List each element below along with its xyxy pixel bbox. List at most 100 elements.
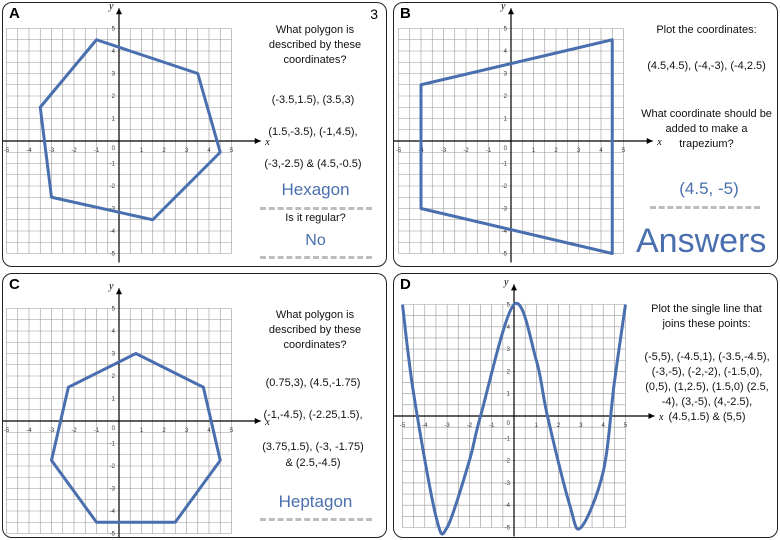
coords-line-2: (1.5,-3.5), (-1,4.5), — [268, 126, 358, 138]
y-tick-label: -4 — [110, 229, 116, 235]
answer-underline — [260, 207, 372, 210]
coords-line-3: (-3,-2.5) & (4.5,-0.5) — [264, 158, 362, 170]
y-tick-label: -2 — [110, 464, 116, 470]
x-tick-label: -1 — [94, 148, 100, 154]
x-tick-label: -5 — [4, 148, 10, 154]
x-tick-label: 5 — [230, 148, 234, 154]
y-axis-label: y — [108, 3, 114, 12]
y-tick-label: -5 — [110, 252, 116, 258]
x-tick-label: -1 — [486, 148, 492, 154]
x-tick-label: -4 — [26, 428, 32, 434]
x-tick-label: -3 — [49, 148, 55, 154]
x-axis-label: x — [264, 417, 270, 428]
x-tick-label: -1 — [489, 423, 495, 429]
y-axis-label: y — [108, 281, 114, 292]
y-tick-label: 2 — [112, 374, 116, 380]
x-tick-label: 3 — [185, 148, 189, 154]
subanswer-text: No — [305, 232, 326, 249]
y-tick-label: 4 — [112, 329, 116, 335]
trapezium-shape — [419, 38, 614, 255]
subanswer-underline — [260, 256, 372, 259]
x-tick-label: 2 — [162, 148, 166, 154]
x-tick-label: -2 — [467, 423, 473, 429]
coords-text: (4.5,4.5), (-4,-3), (-4,2.5) — [647, 60, 766, 72]
y-tick-label: 1 — [112, 397, 116, 403]
panel-d: x y -5 -5 -4 -4 -3 -3 -2 -2 -1 -1 1 1 2 2 3 3 4 4 5 5 0 D Plot… — [393, 273, 778, 538]
origin-label: 0 — [112, 146, 116, 152]
y-axis-arrow-icon — [116, 8, 122, 15]
x-tick-label: 5 — [622, 148, 626, 154]
x-tick-label: -3 — [441, 148, 447, 154]
y-tick-label: 5 — [507, 303, 511, 309]
x-tick-label: 2 — [162, 428, 166, 434]
y-tick-label: -1 — [110, 162, 116, 168]
answer-text: Hexagon — [281, 180, 350, 199]
answer-text: (4.5, -5) — [679, 179, 739, 198]
y-tick-label: -3 — [505, 481, 511, 487]
x-tick-label: 4 — [207, 148, 211, 154]
y-tick-label: 5 — [112, 307, 116, 313]
origin-label: 0 — [507, 421, 511, 427]
y-axis-label: y — [503, 277, 509, 288]
panel-b: x y -5 -5 -4 -4 -3 -3 -2 -2 -1 -1 1 1 2 2 3 3 4 4 5 5 0 B Plot… — [393, 2, 778, 267]
x-tick-label: -4 — [422, 423, 428, 429]
answer-underline — [260, 518, 372, 521]
y-tick-label: -4 — [110, 509, 116, 515]
y-tick-label: -1 — [110, 442, 116, 448]
x-axis-arrow-icon — [648, 413, 655, 419]
y-tick-label: 2 — [507, 369, 511, 375]
x-axis-arrow-icon — [254, 138, 261, 144]
x-tick-label: -2 — [463, 148, 469, 154]
y-tick-label: 5 — [504, 27, 508, 33]
answers-title: Answers — [636, 222, 767, 260]
y-axis-arrow-icon — [511, 284, 517, 291]
question-text: What polygon is described by these coord… — [268, 24, 362, 66]
curve-line — [401, 301, 627, 536]
y-tick-label: 2 — [112, 94, 116, 100]
x-tick-label: -4 — [26, 148, 32, 154]
points-text: (-5,5), (-4.5,1), (-3.5,-4.5), (-3,-5), … — [644, 351, 770, 423]
panel-c: x y -5 -5 -4 -4 -3 -3 -2 -2 -1 -1 1 1 2 2 3 3 4 4 5 5 0 C What… — [2, 273, 387, 538]
coords-line-4: & (2.5,-4.5) — [285, 457, 341, 469]
x-tick-label: -5 — [4, 428, 10, 434]
x-tick-label: 1 — [140, 428, 144, 434]
x-axis-label: x — [264, 137, 270, 148]
x-tick-label: 4 — [207, 428, 211, 434]
question-text: What polygon is described by these coord… — [268, 309, 362, 351]
y-tick-label: -4 — [505, 503, 511, 509]
y-tick-label: -5 — [505, 526, 511, 532]
y-tick-label: -5 — [110, 532, 116, 538]
x-tick-label: -2 — [71, 428, 77, 434]
coords-line-3: (3.75,1.5), (-3, -1.75) — [262, 441, 364, 453]
y-tick-label: 1 — [112, 117, 116, 123]
y-tick-label: -2 — [502, 184, 508, 190]
coords-line-1: (-3.5,1.5), (3.5,3) — [271, 94, 355, 106]
origin-label: 0 — [112, 426, 116, 432]
x-axis-arrow-icon — [646, 138, 653, 144]
y-tick-label: 4 — [504, 49, 508, 55]
grid-d: x y -5 -5 -4 -4 -3 -3 -2 -2 -1 -1 1 1 2 2 3 3 4 4 5 5 0 — [394, 277, 664, 537]
y-tick-label: -2 — [505, 459, 511, 465]
panel-label: A — [9, 5, 20, 22]
y-axis-arrow-icon — [116, 288, 122, 295]
x-tick-label: 1 — [532, 148, 536, 154]
x-tick-label: 1 — [535, 423, 539, 429]
panel-label: B — [400, 5, 411, 22]
x-axis-label: x — [658, 412, 664, 423]
answer-text: Heptagon — [278, 492, 353, 511]
panel-a: x y -5 -5 -4 -4 -3 -3 -2 -2 -1 -1 1 1 2 2 3 3 4 4 5 5 0 A 3 Wh… — [2, 2, 387, 267]
origin-label: 0 — [504, 146, 508, 152]
x-tick-label: -3 — [444, 423, 450, 429]
y-tick-label: 2 — [504, 94, 508, 100]
x-tick-label: 1 — [140, 148, 144, 154]
y-tick-label: -3 — [110, 487, 116, 493]
x-tick-label: 3 — [185, 428, 189, 434]
y-tick-label: 4 — [507, 325, 511, 331]
x-tick-label: 2 — [554, 148, 558, 154]
y-tick-label: 3 — [112, 72, 116, 78]
x-tick-label: -2 — [71, 148, 77, 154]
y-tick-label: -3 — [502, 207, 508, 213]
subquestion-text: Is it regular? — [285, 212, 346, 224]
